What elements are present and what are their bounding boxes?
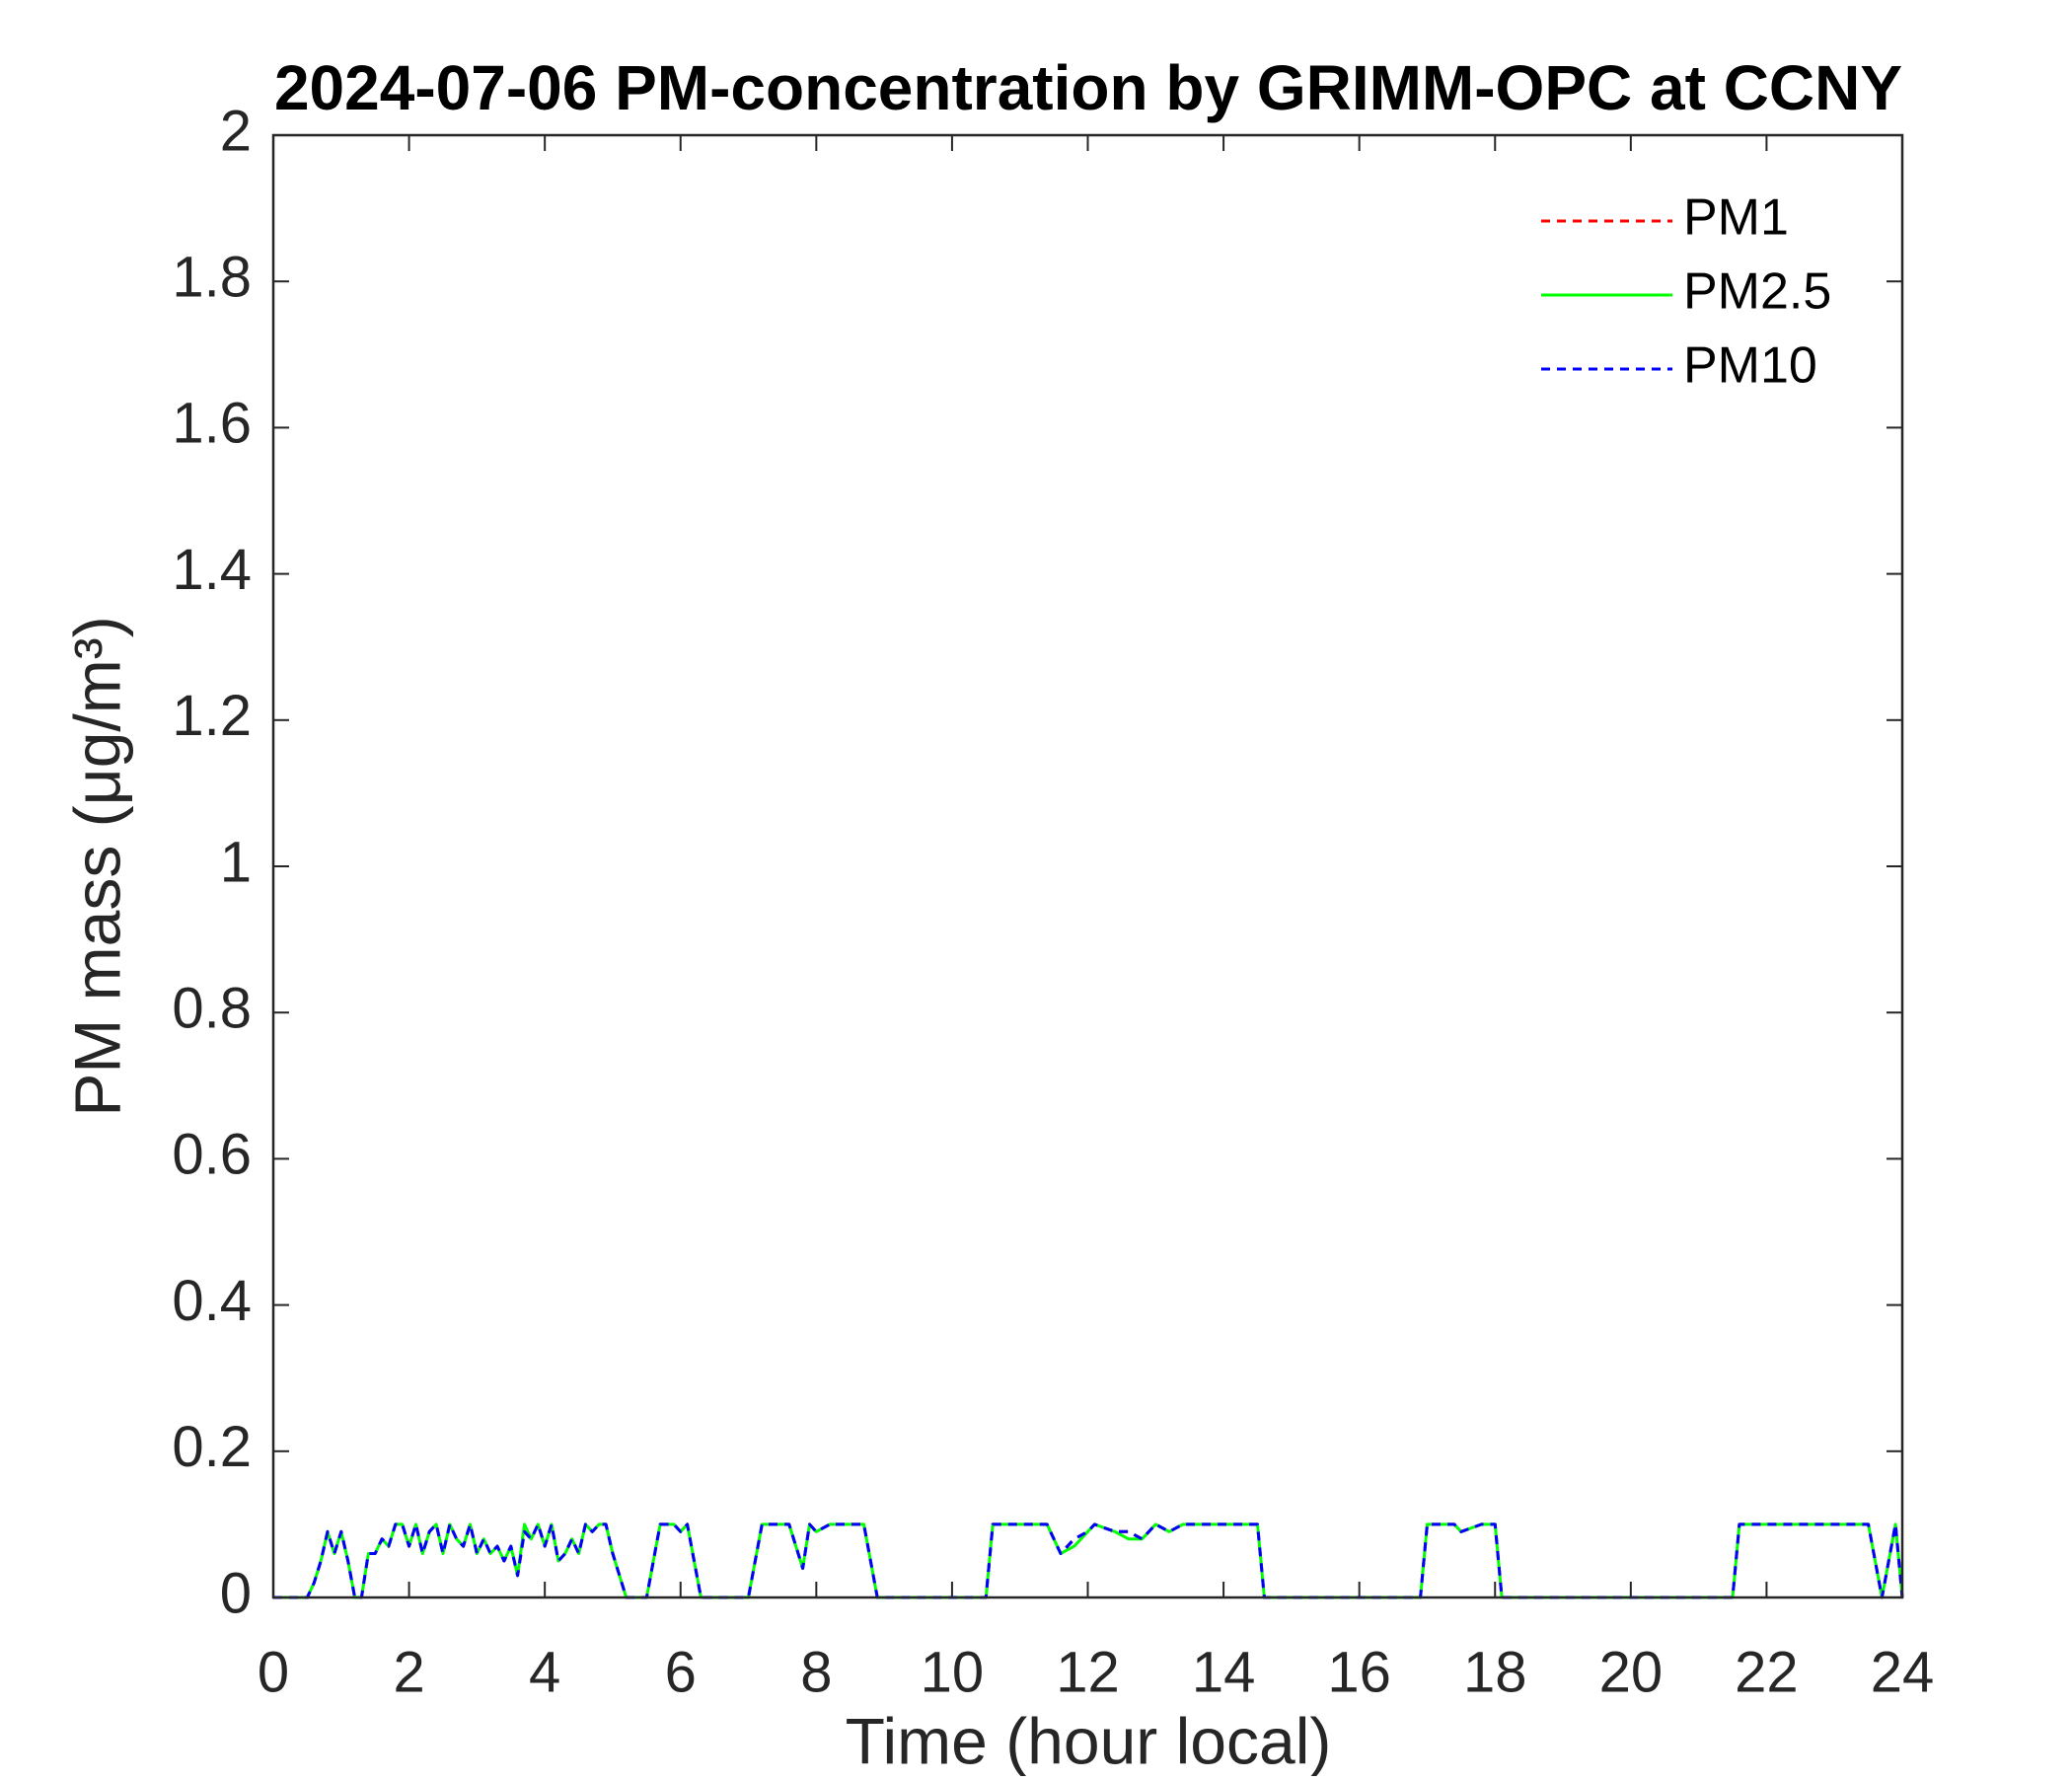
y-tick-label: 0.4 [172, 1269, 252, 1333]
x-axis-label: Time (hour local) [846, 1704, 1332, 1776]
y-tick-label: 0.8 [172, 977, 252, 1041]
x-tick-label: 2 [393, 1640, 424, 1704]
y-tick-label: 0 [220, 1561, 252, 1625]
data-line [273, 1522, 1904, 1599]
plot-area [273, 135, 1902, 1597]
y-tick-label: 1.4 [172, 538, 252, 602]
y-tick-label: 1.2 [172, 684, 252, 748]
y-tick-label: 0.6 [172, 1123, 252, 1187]
y-tick-label: 0.2 [172, 1415, 252, 1479]
legend-label: PM2.5 [1683, 263, 1831, 321]
legend-label: PM10 [1683, 337, 1817, 395]
x-tick-label: 6 [665, 1640, 697, 1704]
y-tick-label: 2 [220, 99, 252, 163]
x-tick-label: 20 [1599, 1640, 1664, 1704]
y-tick-label: 1.8 [172, 246, 252, 310]
x-tick-label: 16 [1327, 1640, 1391, 1704]
chart-title: 2024-07-06 PM-concentration by GRIMM-OPC… [274, 52, 1902, 123]
axes-box [271, 133, 1904, 1599]
x-tick-label: 10 [921, 1640, 985, 1704]
legend-label: PM1 [1683, 189, 1789, 247]
x-tick-label: 4 [529, 1640, 560, 1704]
y-axis-label: PM mass (μg/m³) [60, 616, 133, 1116]
x-tick-label: 0 [258, 1640, 289, 1704]
y-tick-label: 1 [220, 830, 252, 894]
x-tick-label: 18 [1463, 1640, 1527, 1704]
x-tick-label: 12 [1056, 1640, 1120, 1704]
x-tick-label: 8 [800, 1640, 832, 1704]
y-tick-label: 1.6 [172, 392, 252, 456]
x-tick-label: 14 [1192, 1640, 1256, 1704]
x-tick-label: 24 [1871, 1640, 1935, 1704]
x-tick-label: 22 [1735, 1640, 1799, 1704]
